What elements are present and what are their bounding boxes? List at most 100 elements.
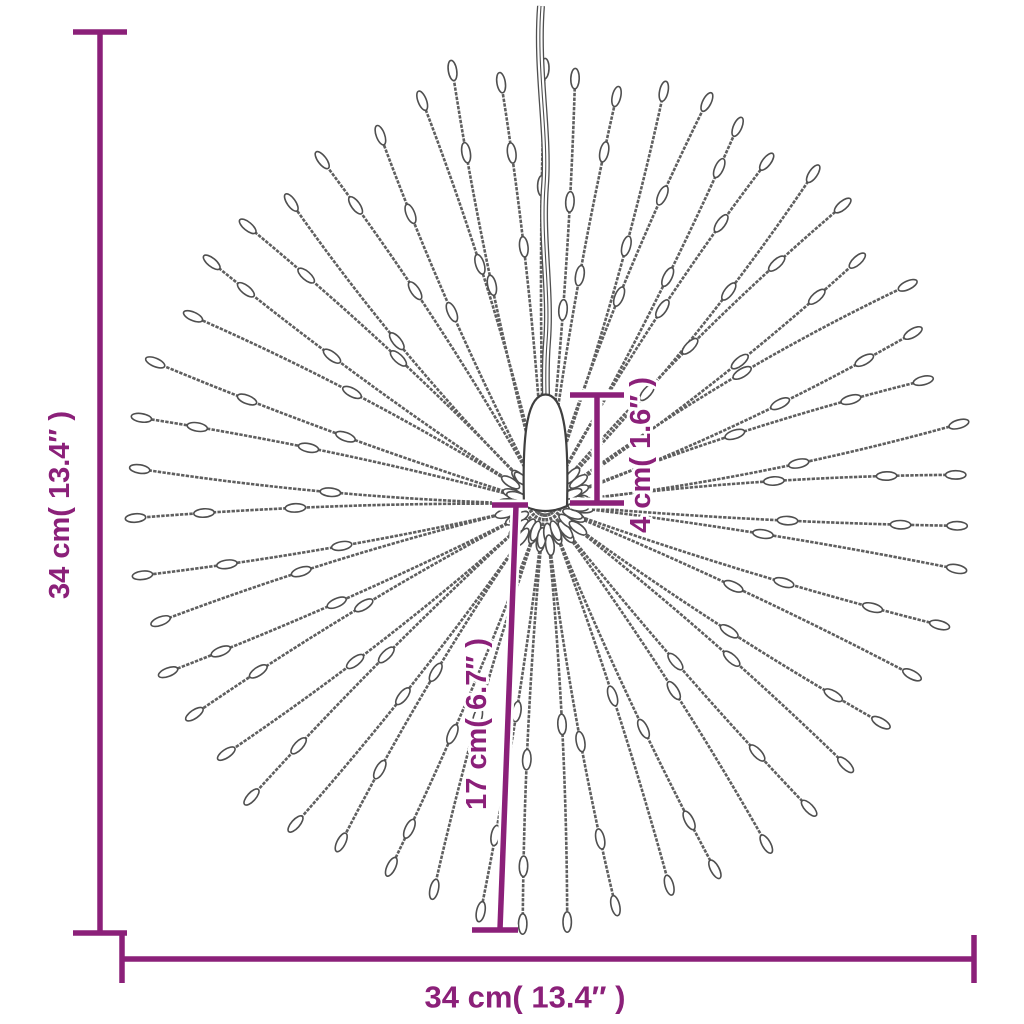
led-bulb: [719, 623, 739, 639]
led-bulb: [609, 894, 621, 917]
led-bulb: [787, 458, 810, 469]
led-bulb: [730, 353, 749, 370]
connector-dimension-label: 4 cm( 1.6″ ): [625, 377, 657, 533]
wire-ray: [543, 503, 771, 851]
led-bulb: [236, 281, 256, 298]
led-bulb: [681, 337, 699, 355]
led-bulb: [495, 71, 507, 94]
led-bulb: [773, 576, 795, 589]
led-bulb: [283, 193, 299, 212]
led-bulb: [946, 520, 969, 531]
power-cord: [535, 5, 552, 400]
led-bulb: [544, 534, 556, 557]
led-bulb: [407, 281, 423, 301]
wire-ray: [544, 502, 851, 770]
led-bulb: [184, 706, 204, 722]
led-bulb: [428, 878, 440, 901]
led-bulb: [210, 645, 232, 658]
led-bulb: [661, 266, 675, 288]
led-bulb: [700, 91, 714, 113]
led-bulb: [486, 274, 498, 297]
led-bulb: [748, 744, 766, 762]
led-bulb: [944, 469, 967, 480]
led-bulb: [374, 124, 387, 146]
led-bulb: [128, 463, 151, 475]
led-bulb: [182, 309, 204, 323]
led-bulb: [776, 515, 799, 526]
dimension-line: [497, 505, 519, 930]
led-bulb: [394, 687, 411, 706]
led-bulb: [384, 856, 398, 877]
led-bulb: [460, 141, 472, 164]
wire-ray: [186, 312, 546, 506]
led-bulb: [598, 141, 610, 163]
led-bulb: [854, 353, 875, 368]
led-bulb: [335, 430, 356, 443]
led-bulb: [732, 365, 752, 381]
led-bulb: [759, 834, 774, 855]
led-bulb: [236, 393, 258, 406]
led-bulb: [445, 301, 459, 323]
led-bulb: [314, 150, 330, 170]
wire-ray: [129, 502, 546, 520]
led-bulb: [471, 706, 484, 729]
led-bulb: [848, 252, 867, 269]
led-bulb: [897, 278, 918, 292]
wire-ray: [246, 503, 546, 803]
wire-ray: [242, 221, 546, 505]
led-bulb: [243, 788, 260, 806]
wire-ray: [544, 167, 818, 505]
led-bulb: [388, 332, 405, 351]
wire-ray: [543, 503, 619, 913]
led-bulb: [663, 874, 675, 896]
led-bulb: [150, 614, 172, 628]
led-bulb: [807, 288, 826, 306]
led-bulb: [724, 428, 746, 441]
wire-ray: [133, 466, 546, 506]
led-bulb: [428, 662, 443, 683]
led-bulb: [758, 152, 775, 172]
connector-dimension: 4 cm( 1.6″ ): [570, 374, 660, 536]
wire-ray: [431, 503, 547, 896]
led-bulb: [606, 685, 619, 707]
led-bulb: [322, 348, 342, 364]
wire-ray: [205, 257, 546, 506]
led-bulb: [416, 90, 429, 112]
led-bulb: [157, 666, 179, 679]
led-bulb: [948, 418, 970, 430]
led-bulb: [193, 507, 215, 519]
led-bulb: [731, 116, 745, 138]
led-bulb: [521, 748, 532, 771]
led-bulb: [500, 475, 521, 490]
led-bulb: [334, 832, 348, 853]
drop-dimension-label: 17 cm( 6.7″ ): [461, 638, 493, 810]
led-bulb: [474, 253, 486, 275]
led-bulb: [238, 218, 257, 235]
led-bulb: [287, 815, 304, 833]
led-bulb: [124, 512, 147, 524]
led-bulb: [723, 579, 744, 593]
led-bulb: [654, 299, 670, 319]
wire-ray: [148, 358, 546, 506]
led-bulb: [575, 730, 586, 753]
led-bulb: [636, 718, 651, 739]
led-bulb: [903, 325, 923, 341]
led-bulb: [805, 164, 821, 184]
wire-ray: [220, 503, 546, 759]
height-dimension-label: 34 cm( 13.4″ ): [44, 411, 76, 599]
led-bulb: [722, 650, 741, 667]
led-bulb: [353, 598, 374, 613]
led-bulb: [574, 264, 586, 287]
led-bulb: [871, 715, 891, 730]
width-dimension-label: 34 cm( 13.4″ ): [425, 980, 626, 1015]
wire-ray: [544, 421, 966, 506]
led-bulb: [130, 412, 153, 424]
led-bulb: [347, 195, 364, 215]
led-bulb: [836, 756, 855, 774]
drop-dimension: 17 cm( 6.7″ ): [458, 499, 528, 936]
led-bulb: [639, 383, 656, 402]
led-bulb: [216, 746, 236, 762]
led-bulb: [840, 393, 862, 406]
